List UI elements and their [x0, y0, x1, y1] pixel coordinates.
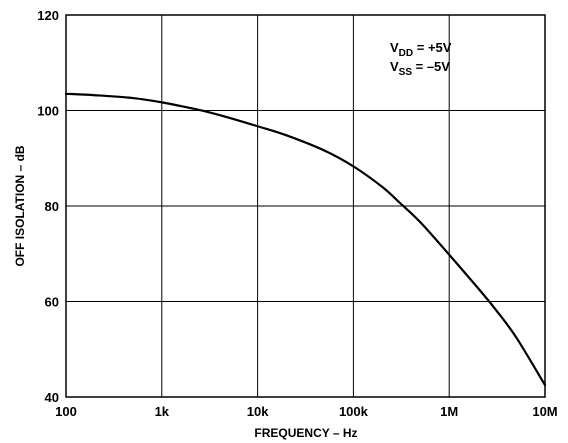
x-tick-label: 10k: [247, 404, 269, 419]
series-line-off-isolation: [64, 92, 547, 387]
x-tick-label: 1k: [155, 404, 170, 419]
annotation-vss: VSS = –5V: [390, 59, 450, 78]
x-tick-label: 100k: [339, 404, 369, 419]
x-tick-labels: 100 1k 10k 100k 1M 10M: [55, 404, 558, 419]
x-tick-label: 100: [55, 404, 77, 419]
y-axis-label: OFF ISOLATION – dB: [13, 145, 27, 266]
y-tick-labels: 40 60 80 100 120: [37, 8, 59, 405]
annotation-vdd: VDD = +5V: [390, 40, 452, 59]
x-tick-label: 10M: [532, 404, 557, 419]
y-tick-label: 40: [45, 390, 59, 405]
grid-lines: [65, 14, 546, 398]
y-tick-label: 60: [45, 295, 59, 310]
supply-annotation: VDD = +5V VSS = –5V: [390, 40, 452, 78]
x-tick-label: 1M: [440, 404, 458, 419]
plot-area-frame: [65, 14, 546, 398]
y-tick-label: 80: [45, 199, 59, 214]
y-tick-label: 100: [37, 104, 59, 119]
y-tick-label: 120: [37, 8, 59, 23]
x-axis-label: FREQUENCY – Hz: [254, 426, 357, 440]
